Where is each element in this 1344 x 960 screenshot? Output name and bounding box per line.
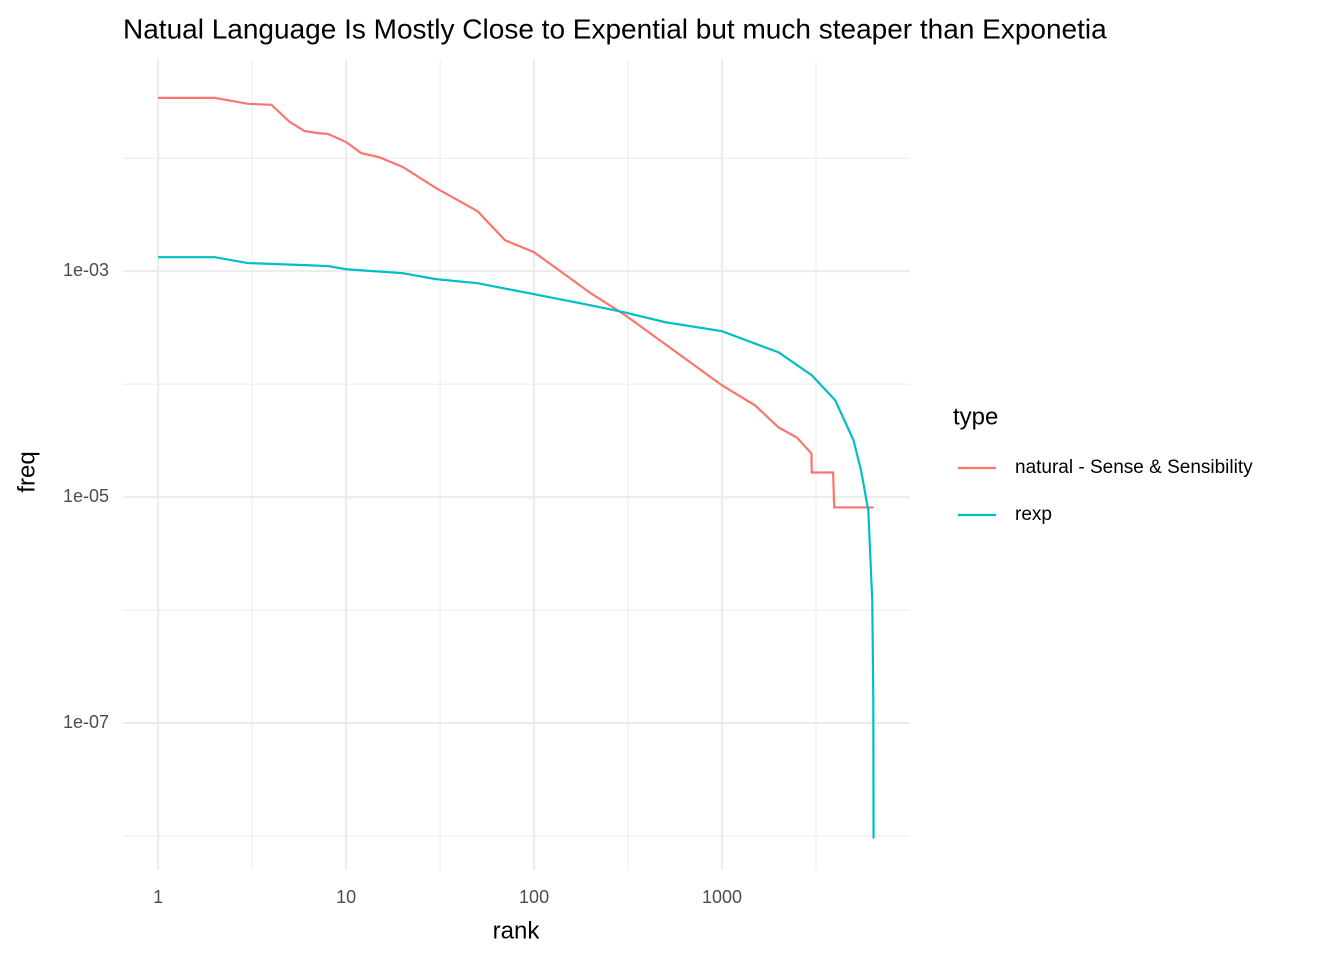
y-tick-label: 1e-05 [63,486,109,506]
x-tick-label: 1 [153,887,163,907]
series-line [158,256,875,839]
x-tick-label: 1000 [702,887,742,907]
legend-label: natural - Sense & Sensibility [1015,457,1253,478]
legend-title: type [953,403,998,430]
y-tick-label: 1e-03 [63,260,109,280]
chart-title: Natual Language Is Mostly Close to Expen… [123,13,1107,44]
x-axis-label: rank [493,917,541,944]
y-axis-label: freq [13,451,40,492]
legend-label: rexp [1015,504,1052,525]
x-tick-label: 100 [519,887,549,907]
x-tick-label: 10 [336,887,356,907]
y-tick-label: 1e-07 [63,712,109,732]
series-line [158,96,874,509]
